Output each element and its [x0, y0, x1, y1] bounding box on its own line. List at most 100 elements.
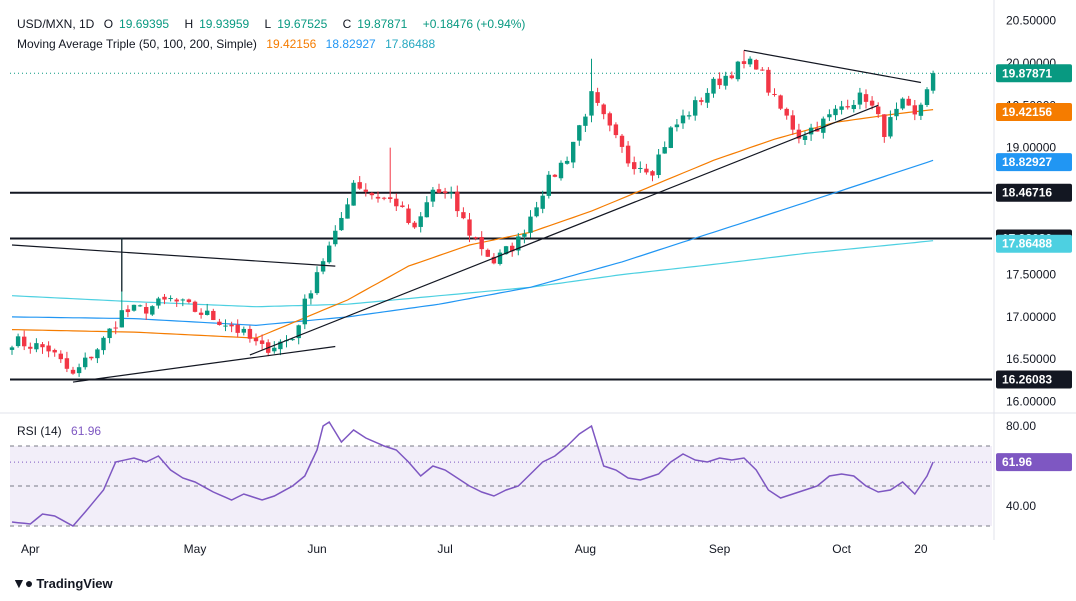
candle — [491, 253, 497, 265]
candle — [699, 97, 704, 106]
candle-body — [796, 129, 802, 139]
tradingview-icon: ▼● — [12, 575, 33, 591]
rsi-tick-label: 40.00 — [1006, 499, 1036, 513]
candle-body — [449, 192, 454, 194]
candle — [839, 100, 844, 115]
candle — [95, 348, 100, 364]
candle-body — [247, 328, 253, 339]
candle-body — [546, 174, 551, 196]
candle-body — [333, 230, 338, 245]
candle-body — [418, 216, 423, 227]
candle — [436, 183, 442, 194]
ma50-price-tag-bg — [996, 102, 1072, 121]
candle-body — [442, 191, 448, 194]
candle-body — [583, 116, 588, 126]
candle — [113, 321, 118, 335]
candle-body — [510, 245, 515, 252]
symbol-label[interactable]: USD/MXN, 1D — [17, 17, 95, 31]
candle — [247, 325, 253, 343]
candle-body — [467, 219, 472, 236]
level-price-tag: 18.46716 — [996, 183, 1072, 202]
candle-body — [601, 104, 606, 115]
candle-body — [735, 61, 741, 80]
moving-averages — [11, 109, 934, 339]
candle — [144, 302, 149, 320]
candle — [686, 111, 692, 120]
candle — [217, 318, 222, 326]
candle-body — [632, 162, 637, 170]
ma200-line — [11, 240, 934, 308]
candle — [137, 304, 143, 307]
candle — [241, 326, 246, 336]
price-tick-label: 19.00000 — [1006, 141, 1056, 155]
close-label: C — [342, 17, 352, 31]
level-price-tag-text: 16.26083 — [1002, 372, 1052, 386]
candle-body — [760, 69, 765, 71]
candle-body — [571, 141, 576, 163]
candle — [278, 339, 283, 356]
candle — [796, 123, 802, 144]
trendline — [743, 49, 922, 84]
candle — [577, 124, 582, 146]
candle — [784, 107, 789, 120]
candle — [680, 109, 686, 129]
candle — [430, 186, 436, 207]
last-price-tag-bg — [996, 64, 1072, 83]
candle-body — [790, 115, 795, 130]
level-price-tag-bg — [996, 370, 1072, 389]
candle-body — [900, 98, 905, 109]
candle — [64, 351, 70, 373]
candle-body — [125, 309, 131, 313]
candle — [442, 187, 448, 199]
candle-body — [363, 189, 368, 192]
ma200-price-tag: 17.86488 — [996, 234, 1072, 253]
candle — [333, 225, 338, 247]
candle — [455, 185, 460, 217]
candle — [314, 266, 320, 295]
candle — [168, 295, 173, 302]
candle — [851, 99, 856, 113]
open-label: O — [103, 17, 114, 31]
ma100-line — [11, 159, 934, 327]
candle-body — [205, 310, 210, 315]
candle-body — [253, 338, 259, 342]
candle-body — [595, 92, 600, 103]
rsi-title[interactable]: RSI (14) — [17, 424, 62, 438]
candle-body — [83, 357, 88, 368]
candle-body — [473, 237, 478, 239]
candle — [772, 88, 777, 97]
candle-body — [76, 367, 82, 374]
candle-body — [95, 349, 100, 359]
candle-body — [28, 346, 33, 349]
ma-title[interactable]: Moving Average Triple (50, 100, 200, Sim… — [17, 37, 257, 51]
candle-body — [296, 325, 301, 339]
ma100-price-tag-text: 18.82927 — [1002, 155, 1052, 169]
close-value: 19.87871 — [357, 17, 408, 31]
candle-body — [766, 69, 771, 93]
candle-body — [320, 261, 326, 272]
candle — [723, 71, 728, 90]
gridlines — [0, 0, 1076, 540]
candle-body — [650, 171, 655, 176]
rsi-price-tag-bg — [996, 453, 1072, 472]
rsi-line — [11, 420, 934, 527]
candle — [83, 352, 88, 370]
candle — [497, 249, 503, 266]
candle-body — [808, 127, 814, 135]
candle — [198, 308, 204, 319]
candle — [89, 356, 94, 361]
candle — [192, 300, 198, 313]
candle-body — [882, 114, 887, 137]
candle — [516, 232, 521, 256]
time-axis: Apr May Jun Jul Aug Sep Oct 20 — [21, 542, 928, 556]
candle — [571, 141, 576, 169]
time-tick-label: Sep — [709, 542, 731, 556]
candle — [412, 220, 417, 229]
trendline — [249, 104, 879, 356]
candle — [674, 119, 680, 132]
tradingview-logo[interactable]: ▼● TradingView — [12, 575, 113, 591]
candle — [150, 305, 155, 316]
candle-body — [619, 135, 625, 147]
time-tick-label: Jun — [307, 542, 326, 556]
